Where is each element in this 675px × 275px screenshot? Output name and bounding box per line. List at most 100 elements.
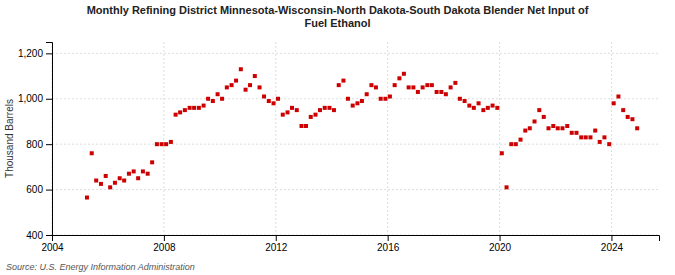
tick-label: 2012 (265, 242, 288, 253)
point (477, 101, 481, 105)
point (276, 97, 280, 101)
point (127, 172, 131, 176)
point (360, 99, 364, 103)
point (369, 83, 373, 87)
point (621, 108, 625, 112)
point (560, 126, 564, 130)
point (253, 74, 257, 78)
tick: 400 (26, 230, 52, 241)
point (239, 67, 243, 71)
tick-mark (46, 235, 52, 236)
point (248, 83, 252, 87)
point (188, 106, 192, 110)
point (402, 72, 406, 76)
point (374, 85, 378, 89)
point (300, 124, 304, 128)
point (220, 97, 224, 101)
point (551, 124, 555, 128)
point (309, 115, 313, 119)
grid-line (52, 53, 659, 54)
point (542, 115, 546, 119)
tick-label: 2016 (377, 242, 400, 253)
point (602, 135, 606, 139)
point (304, 124, 308, 128)
tick: 2012 (265, 235, 288, 253)
point (146, 172, 150, 176)
point (565, 124, 569, 128)
point (626, 115, 630, 119)
point (160, 142, 164, 146)
title-line: Fuel Ethanol (305, 17, 371, 29)
point (136, 176, 140, 180)
point (491, 104, 495, 108)
point (528, 126, 532, 130)
point (108, 185, 112, 189)
point (141, 169, 145, 173)
point (500, 151, 504, 155)
x-axis: 200420082012201620202024 (41, 235, 659, 253)
point (267, 99, 271, 103)
grid-line (163, 42, 164, 235)
point (612, 101, 616, 105)
point (425, 83, 429, 87)
point (313, 113, 317, 117)
point (113, 181, 117, 185)
point (495, 106, 499, 110)
grid-line (52, 189, 659, 190)
point (85, 196, 89, 200)
point (164, 142, 168, 146)
point (421, 85, 425, 89)
point (467, 104, 471, 108)
point (122, 179, 126, 183)
tick-label: 2008 (153, 242, 176, 253)
point (486, 106, 490, 110)
point (286, 110, 290, 114)
point (281, 113, 285, 117)
point (481, 108, 485, 112)
grid-line (387, 42, 388, 235)
axis-line (46, 43, 53, 236)
grid-line (52, 144, 659, 145)
tick-mark (46, 99, 52, 100)
point (383, 97, 387, 101)
point (355, 101, 359, 105)
point (579, 135, 583, 139)
tick: 600 (26, 184, 52, 195)
point (598, 140, 602, 144)
point (509, 142, 513, 146)
point (635, 126, 639, 130)
point (332, 108, 336, 112)
point (430, 83, 434, 87)
tick-label: 2024 (601, 242, 624, 253)
title: Monthly Refining District Minnesota-Wisc… (87, 4, 589, 29)
tick: 800 (26, 139, 52, 150)
grid-line (611, 42, 612, 235)
tick-label: 400 (26, 230, 43, 241)
point (514, 142, 518, 146)
point (225, 85, 229, 89)
point (630, 117, 634, 121)
tick-label: 2004 (41, 242, 64, 253)
tick-mark (276, 235, 277, 241)
point (584, 135, 588, 139)
point (407, 85, 411, 89)
point (547, 126, 551, 130)
point (351, 104, 355, 108)
point (365, 92, 369, 96)
grid-line (52, 98, 659, 99)
tick: 1,200 (18, 48, 52, 59)
point (505, 185, 509, 189)
point (397, 76, 401, 80)
point (230, 83, 234, 87)
point (458, 97, 462, 101)
grid-line (275, 42, 276, 235)
point (183, 108, 187, 112)
source: Source: U.S. Energy Information Administ… (6, 262, 195, 272)
tick: 2016 (377, 235, 400, 253)
point (588, 135, 592, 139)
point (197, 106, 201, 110)
tick: 2004 (41, 235, 64, 253)
point (211, 99, 215, 103)
tick-mark (46, 53, 52, 54)
point (323, 106, 327, 110)
